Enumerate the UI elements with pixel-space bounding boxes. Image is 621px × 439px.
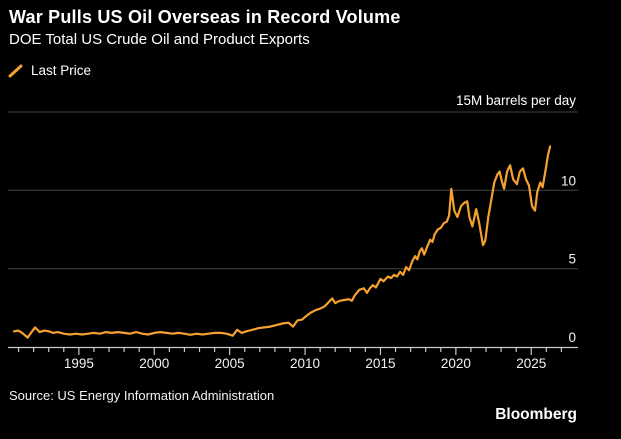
x-axis-tick-label: 2025 <box>516 356 546 371</box>
x-axis-tick-label: 2010 <box>290 356 320 371</box>
gridlines-layer <box>8 111 578 270</box>
x-axis-tick-label: 2020 <box>441 356 471 371</box>
y-axis-tick-label: 5 <box>568 252 576 267</box>
x-axis-layer <box>8 346 578 355</box>
chart-title: War Pulls US Oil Overseas in Record Volu… <box>9 7 401 27</box>
axis-labels-layer: 1995 2000 2005 2010 2015 2020 2025 0 5 10 <box>64 173 576 371</box>
legend-label: Last Price <box>31 63 92 78</box>
chart-subtitle: DOE Total US Crude Oil and Product Expor… <box>9 31 310 48</box>
bloomberg-logo: Bloomberg <box>495 406 577 423</box>
x-axis-tick-label: 2005 <box>215 356 245 371</box>
line-series-icon <box>8 64 23 77</box>
x-axis-tick-label: 2015 <box>365 356 395 371</box>
legend: Last Price <box>8 63 91 78</box>
x-axis-tick-label: 1995 <box>64 356 94 371</box>
source-note: Source: US Energy Information Administra… <box>9 388 275 403</box>
y-axis-tick-label: 10 <box>561 173 576 188</box>
y-axis-tick-label: 0 <box>568 330 576 345</box>
y-axis-unit-label: 15M barrels per day <box>456 93 576 108</box>
price-line-series <box>12 145 552 339</box>
x-axis-tick-label: 2000 <box>139 356 169 371</box>
legend-marker-stroke <box>8 64 23 77</box>
